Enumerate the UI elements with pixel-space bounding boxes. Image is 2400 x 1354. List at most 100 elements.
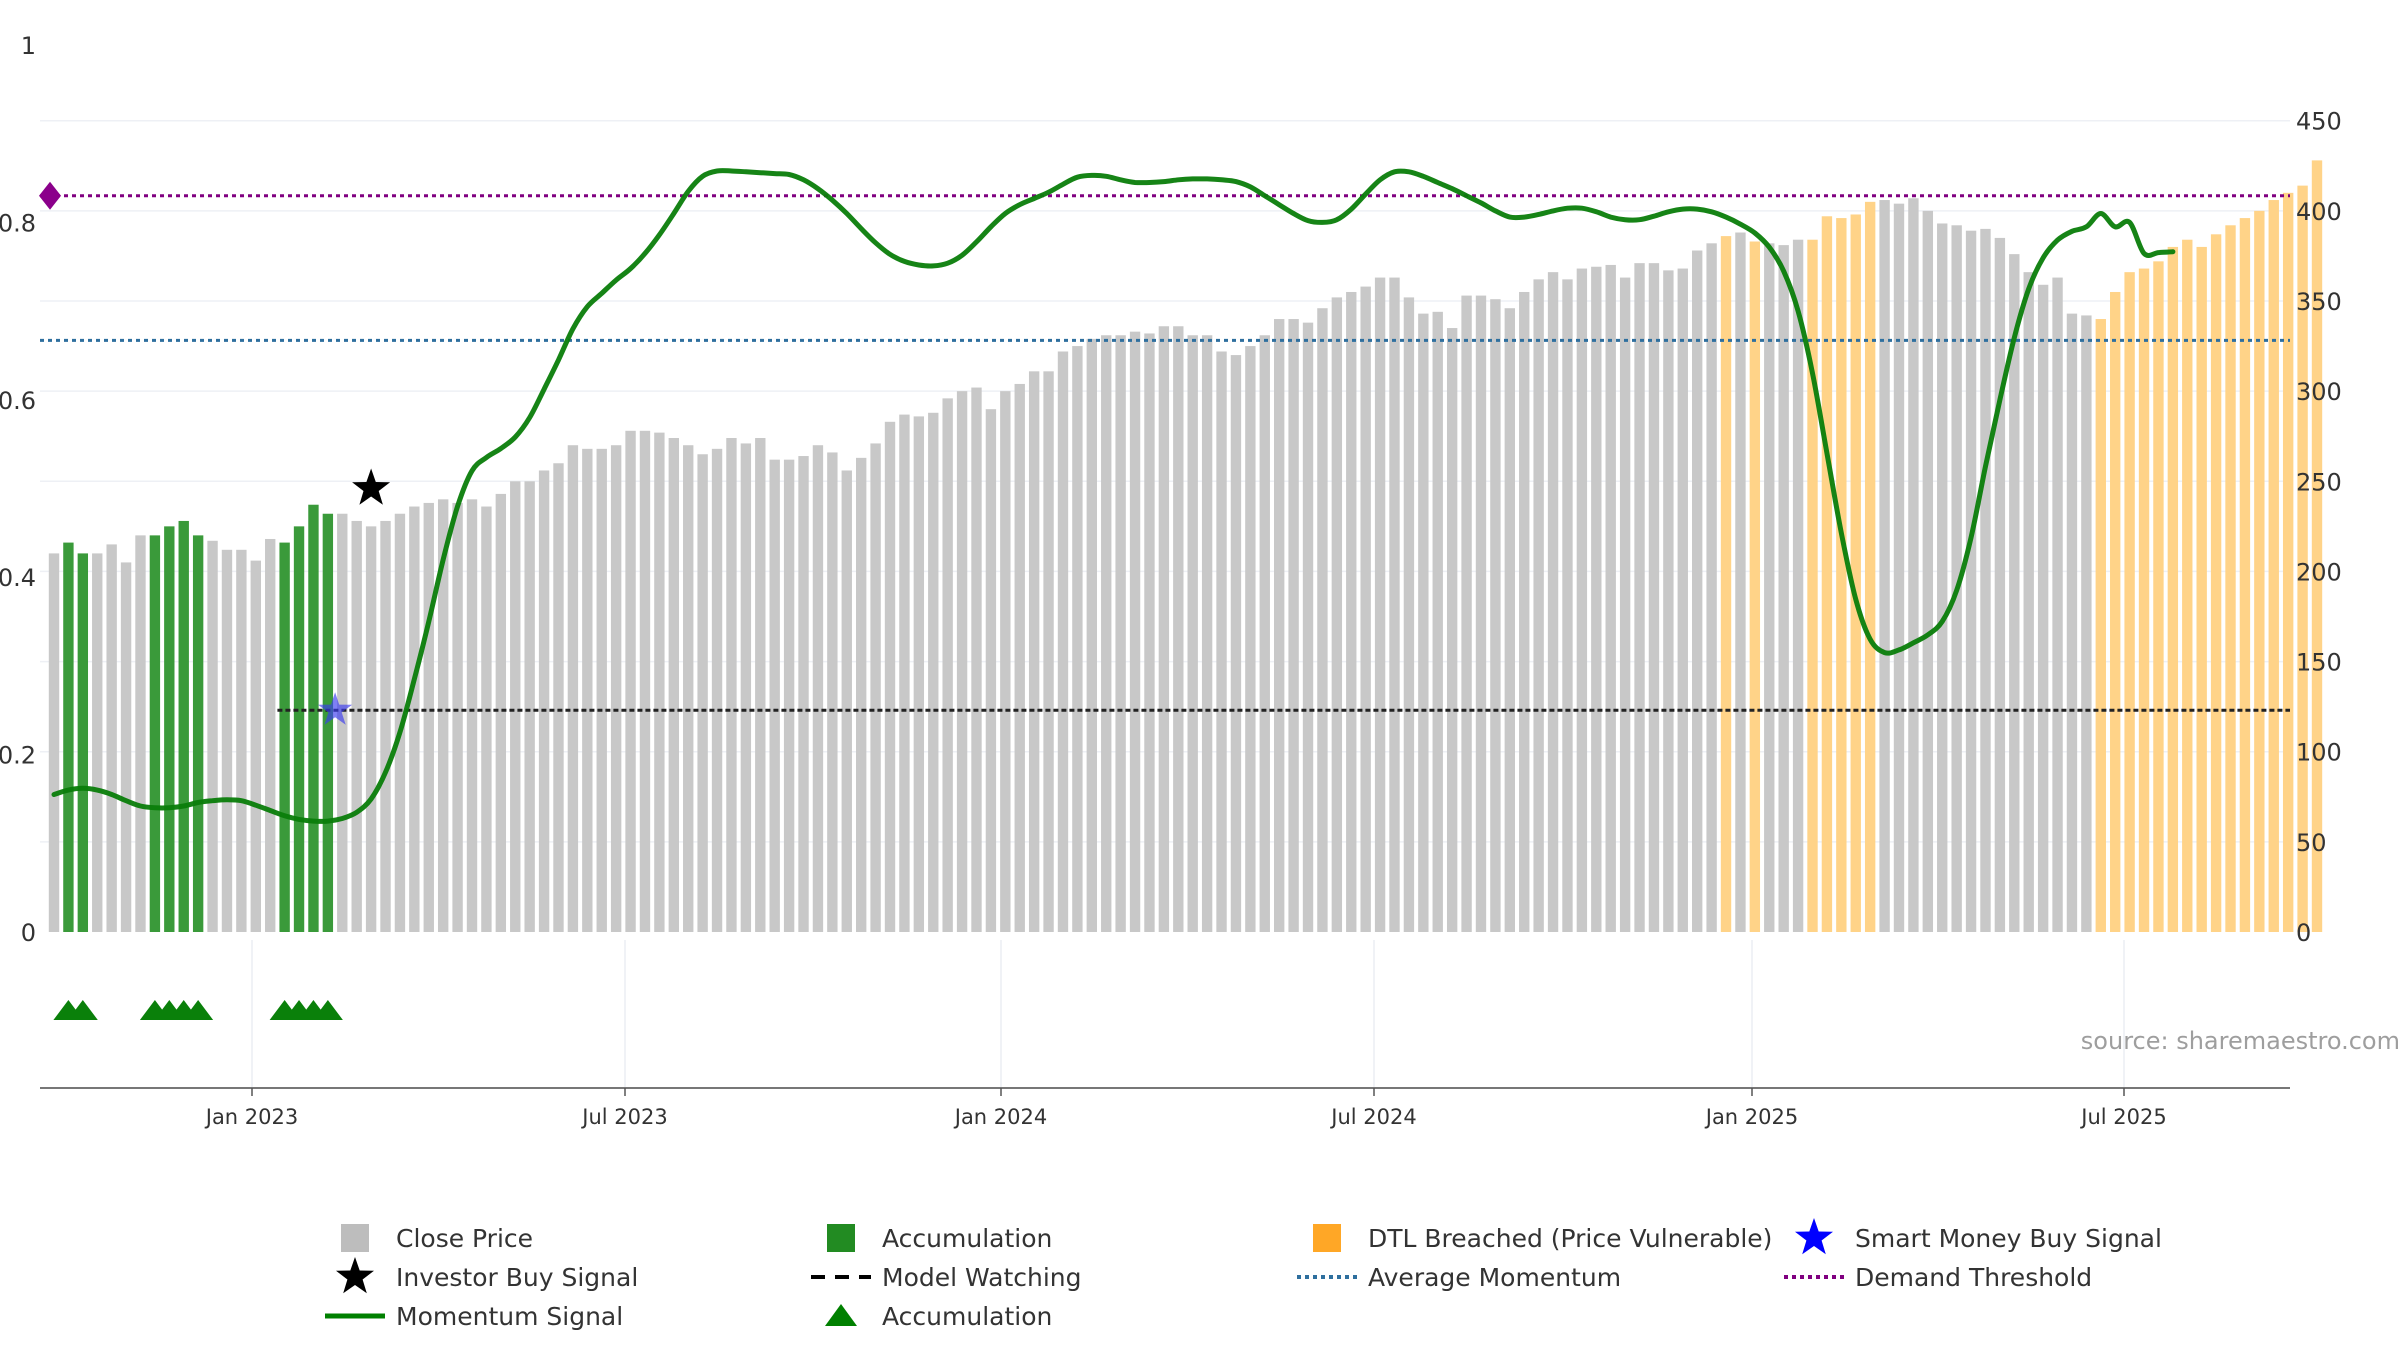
close-price-bar xyxy=(1014,383,1025,933)
left-axis-tick-label: 0 xyxy=(21,919,36,947)
left-axis-ticks: 0 0.2 0.4 0.6 0.8 1 xyxy=(0,32,36,947)
left-axis-tick-label: 0.2 xyxy=(0,742,36,770)
right-axis-tick-label: 300 xyxy=(2296,378,2342,406)
close-price-bar xyxy=(351,520,362,932)
dtl-breached-bar xyxy=(1864,201,1876,933)
left-axis-tick-label: 0.4 xyxy=(0,564,36,592)
right-axis-tick-label: 350 xyxy=(2296,288,2342,316)
close-price-bar xyxy=(380,520,391,932)
dtl-breached-bar xyxy=(2182,239,2193,932)
dtl-breached-bar xyxy=(1836,218,1847,932)
dtl-breached-bar xyxy=(2153,261,2164,933)
legend: Close Price Accumulation DTL Breached (Pri… xyxy=(325,1218,2162,1331)
close-price-bar xyxy=(1101,335,1112,932)
close-price-bar xyxy=(553,463,564,932)
close-price-bar xyxy=(1187,335,1198,932)
legend-swatch-triangle xyxy=(825,1304,857,1326)
dtl-breached-bar xyxy=(2095,319,2106,932)
dtl-breached-bar xyxy=(2110,291,2121,932)
right-axis-tick-label: 200 xyxy=(2296,558,2342,586)
close-price-bar xyxy=(1072,346,1083,932)
close-price-bar xyxy=(913,416,925,932)
close-price-bar xyxy=(654,432,665,932)
close-price-bar xyxy=(236,549,247,932)
close-price-bar xyxy=(1937,223,1948,933)
accumulation-bar xyxy=(164,526,175,932)
dtl-breached-bar xyxy=(2196,246,2207,932)
accumulation-triangle xyxy=(67,1000,98,1020)
close-price-bar xyxy=(423,502,434,932)
close-price-bar xyxy=(1245,346,1256,932)
close-price-bar xyxy=(1446,328,1458,932)
close-price-bar xyxy=(1331,297,1343,932)
close-price-bar xyxy=(1634,263,1645,933)
x-axis-tick-label: Jan 2024 xyxy=(953,1105,1048,1129)
close-price-bar xyxy=(92,553,103,932)
close-price-bar xyxy=(2066,313,2078,932)
momentum-signal-line xyxy=(51,168,2176,824)
close-price-bar xyxy=(1519,291,1530,932)
close-price-bar xyxy=(1965,230,1977,932)
legend-label: Momentum Signal xyxy=(396,1302,623,1331)
close-price-bar xyxy=(1000,391,1011,932)
dtl-breached-bar xyxy=(1720,236,1732,932)
dtl-breached-bar xyxy=(2282,192,2294,933)
close-price-bar xyxy=(1418,313,1429,932)
legend-swatch-square xyxy=(1313,1224,1341,1252)
right-axis-tick-label: 50 xyxy=(2296,829,2327,857)
close-price-bar xyxy=(1158,326,1170,932)
legend-label: Investor Buy Signal xyxy=(396,1263,638,1292)
close-price-bar xyxy=(437,499,449,932)
close-price-bar xyxy=(1778,245,1789,933)
left-axis-tick-label: 0.8 xyxy=(0,209,36,237)
close-price-bar xyxy=(510,481,521,932)
close-price-bar xyxy=(639,430,651,932)
close-price-bar xyxy=(1648,263,1660,933)
close-price-bar xyxy=(827,452,838,932)
x-axis-tick-label: Jul 2024 xyxy=(1329,1105,1416,1129)
close-price-bar xyxy=(755,438,766,932)
close-price-bar xyxy=(971,387,982,932)
right-axis-tick-label: 150 xyxy=(2296,649,2342,677)
close-price-bar xyxy=(769,459,780,932)
source-annotation: source: sharemaestro.com xyxy=(2081,1027,2400,1055)
close-price-bar xyxy=(1922,210,1934,932)
close-price-bar xyxy=(899,414,910,932)
close-price-bar xyxy=(798,456,809,932)
close-price-bar xyxy=(1677,268,1688,932)
close-price-bar xyxy=(481,506,492,932)
close-price-bar xyxy=(783,459,795,932)
legend-swatch-star xyxy=(336,1257,374,1294)
dtl-breached-bar xyxy=(2210,234,2222,933)
accumulation-bar xyxy=(178,520,189,932)
close-price-bar xyxy=(337,513,348,932)
close-price-bar xyxy=(841,470,852,932)
close-price-bar xyxy=(610,445,622,932)
close-price-bar xyxy=(1533,279,1544,933)
dtl-breached-bar xyxy=(1749,241,1761,933)
x-axis-tick-label: Jul 2023 xyxy=(580,1105,667,1129)
close-price-bar xyxy=(1504,308,1516,932)
investor-buy-signal-star xyxy=(352,468,391,505)
close-price-bar xyxy=(135,535,146,932)
close-price-bar xyxy=(1619,277,1631,932)
close-price-bar xyxy=(942,398,953,932)
legend-swatch-square xyxy=(827,1224,855,1252)
dtl-breached-bar xyxy=(2225,225,2236,932)
close-price-bar xyxy=(365,526,377,932)
close-price-bar xyxy=(1663,270,1674,932)
close-price-bar xyxy=(1374,277,1386,932)
accumulation-bar xyxy=(322,513,334,932)
accumulation-bar xyxy=(63,542,74,932)
price-bars xyxy=(48,160,2323,933)
close-price-bar xyxy=(625,430,636,932)
close-price-bar xyxy=(221,549,233,932)
close-price-bar xyxy=(1389,277,1400,932)
legend-label: Accumulation xyxy=(882,1224,1052,1253)
accumulation-bar xyxy=(308,504,319,932)
dtl-breached-bar xyxy=(2239,218,2251,932)
close-price-bar xyxy=(683,445,694,932)
accumulation-bar xyxy=(192,535,204,932)
close-price-bar xyxy=(1302,322,1314,933)
close-price-bar xyxy=(120,562,132,932)
